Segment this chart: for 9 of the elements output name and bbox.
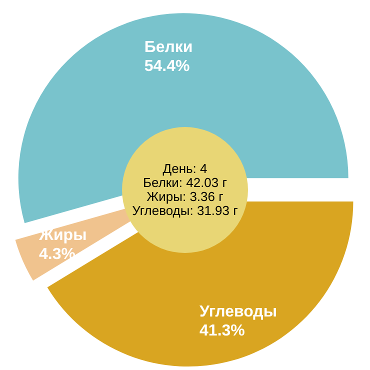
- data-label: 4.3%: [38, 246, 76, 264]
- slice-label: Белки: [144, 38, 193, 56]
- data-label: 41.3%: [200, 322, 245, 340]
- text: Углеводы: 31.93 г: [132, 203, 238, 218]
- text: Жиры: 3.36 г: [146, 189, 224, 204]
- slice-label: Углеводы: [200, 303, 277, 320]
- text: Белки: 42.03 г: [143, 175, 228, 190]
- text: День: 4: [162, 161, 208, 176]
- data-label: 54.4%: [144, 58, 190, 75]
